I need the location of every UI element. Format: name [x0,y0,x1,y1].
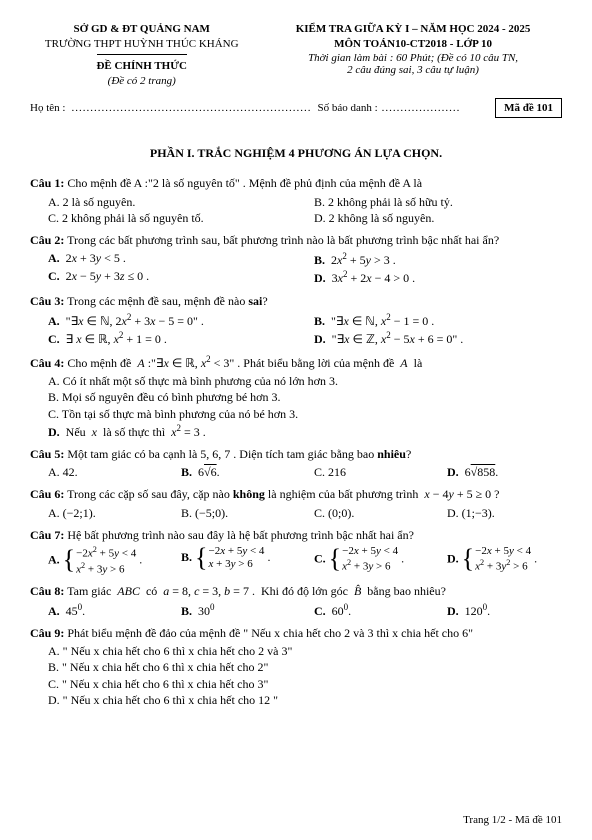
q6-c: C. (0;0). [296,505,429,521]
q3-a: A. "∃x ∈ ℕ, 2x2 + 3x − 5 = 0" . [30,311,296,329]
q4-b: B. Mọi số nguyên đều có bình phương bé h… [30,389,562,405]
question-6: Câu 6: Trong các cặp số sau đây, cặp nào… [30,486,562,520]
q3-label: Câu 3: [30,294,64,308]
question-2: Câu 2: Trong các bất phương trình sau, b… [30,232,562,287]
q9-d: D. " Nếu x chia hết cho 6 thì x chia hết… [30,692,562,708]
pages: (Đề có 2 trang) [30,74,253,89]
q8-d: D. 1200. [429,601,562,619]
q9-a: A. " Nếu x chia hết cho 6 thì x chia hết… [30,643,562,659]
question-8: Câu 8: Tam giác ABC có a = 8, c = 3, b =… [30,583,562,619]
q6-d: D. (1;−3). [429,505,562,521]
q3-b: B. "∃x ∈ ℕ, x2 − 1 = 0 . [296,311,562,329]
q7-d: D. {−2x + 5y < 4x2 + 3y2 > 6 . [429,545,562,577]
name-dots: ........................................… [71,102,311,114]
q8-label: Câu 8: [30,584,64,598]
q9-b: B. " Nếu x chia hết cho 6 thì x chia hết… [30,659,562,675]
q3-c: C. ∃ x ∈ ℝ, x2 + 1 = 0 . [30,329,296,347]
q6-b: B. (−5;0). [163,505,296,521]
q7-c: C. {−2x + 5y < 4x2 + 3y > 6 . [296,545,429,577]
dept: SỞ GD & ĐT QUẢNG NAM [30,22,253,37]
q8-b: B. 300 [163,601,296,619]
q1-a: A. 2 là số nguyên. [30,194,296,210]
q5-label: Câu 5: [30,447,64,461]
meta1: Thời gian làm bài : 60 Phút; (Đề có 10 c… [264,52,562,64]
q9-label: Câu 9: [30,626,64,640]
q5-d: D. 6√858. [429,464,562,480]
q8-a: A. 450. [30,601,163,619]
question-1: Câu 1: Cho mệnh đề A :"2 là số nguyên tố… [30,175,562,226]
rule [97,54,187,55]
q1-label: Câu 1: [30,176,64,190]
official: ĐỀ CHÍNH THỨC [30,59,253,74]
meta2: 2 câu đúng sai, 3 câu tự luận) [264,64,562,76]
exam-page: SỞ GD & ĐT QUẢNG NAM TRƯỜNG THPT HUỲNH T… [0,0,592,840]
q1-d: D. 2 không là số nguyên. [296,210,562,226]
exam-code: Mã đề 101 [495,98,562,118]
q4-a: A. Có ít nhất một số thực mà bình phương… [30,373,562,389]
q4-c: C. Tồn tại số thực mà bình phương của nó… [30,406,562,422]
school: TRƯỜNG THPT HUỲNH THÚC KHÁNG [30,37,253,52]
q6-label: Câu 6: [30,487,64,501]
q7-stem: Hệ bất phương trình nào sau đây là hệ bấ… [67,528,414,542]
q8-c: C. 600. [296,601,429,619]
question-4: Câu 4: Cho mệnh đề A :"∃x ∈ ℝ, x2 < 3" .… [30,353,562,440]
name-row: Họ tên : ...............................… [30,98,562,118]
q6-a: A. (−2;1). [30,505,163,521]
q4-d: D. Nếu x là số thực thì x2 = 3 . [30,422,562,440]
page-footer: Trang 1/2 - Mã đề 101 [463,814,562,826]
header-left: SỞ GD & ĐT QUẢNG NAM TRƯỜNG THPT HUỲNH T… [30,22,253,88]
question-3: Câu 3: Trong các mệnh đề sau, mệnh đề nà… [30,293,562,348]
question-7: Câu 7: Hệ bất phương trình nào sau đây l… [30,527,562,577]
section-title: PHẦN I. TRẮC NGHIỆM 4 PHƯƠNG ÁN LỰA CHỌN… [30,146,562,161]
id-label: Số báo danh : [317,102,377,114]
q2-b: B. 2x2 + 5y > 3 . [296,250,562,268]
q9-c: C. " Nếu x chia hết cho 6 thì x chia hết… [30,676,562,692]
q4-label: Câu 4: [30,356,64,370]
q7-label: Câu 7: [30,528,64,542]
title1: KIỂM TRA GIỮA KỲ I – NĂM HỌC 2024 - 2025 [264,22,562,37]
q2-d: D. 3x2 + 2x − 4 > 0 . [296,268,562,286]
question-5: Câu 5: Một tam giác có ba cạnh là 5, 6, … [30,446,562,480]
id-dots: ..................... [382,102,461,114]
q2-c: C. 2x − 5y + 3z ≤ 0 . [30,268,296,286]
q5-a: A. 42. [30,464,163,480]
q2-a: A. 2x + 3y < 5 . [30,250,296,268]
header-right: KIỂM TRA GIỮA KỲ I – NĂM HỌC 2024 - 2025… [264,22,562,88]
q2-label: Câu 2: [30,233,64,247]
q5-b: B. 6√6. [163,464,296,480]
q1-c: C. 2 không phải là số nguyên tố. [30,210,296,226]
q5-stem: Một tam giác có ba cạnh là 5, 6, 7 . Diệ… [67,447,411,461]
name-label: Họ tên : [30,102,65,114]
question-9: Câu 9: Phát biểu mệnh đề đảo của mệnh đề… [30,625,562,708]
header: SỞ GD & ĐT QUẢNG NAM TRƯỜNG THPT HUỲNH T… [30,22,562,88]
q9-stem: Phát biểu mệnh đề đảo của mệnh đề " Nếu … [67,626,473,640]
q1-b: B. 2 không phải là số hữu tỷ. [296,194,562,210]
title2: MÔN TOÁN10-CT2018 - LỚP 10 [264,37,562,52]
q2-stem: Trong các bất phương trình sau, bất phươ… [67,233,499,247]
q5-c: C. 216 [296,464,429,480]
q7-b: B. {−2x + 5y < 4x + 3y > 6 . [163,545,296,577]
q1-stem: Cho mệnh đề A :"2 là số nguyên tố" . Mện… [67,176,422,190]
q3-d: D. "∃x ∈ ℤ, x2 − 5x + 6 = 0" . [296,329,562,347]
q7-a: A. {−2x2 + 5y < 4x2 + 3y > 6 . [30,545,163,577]
